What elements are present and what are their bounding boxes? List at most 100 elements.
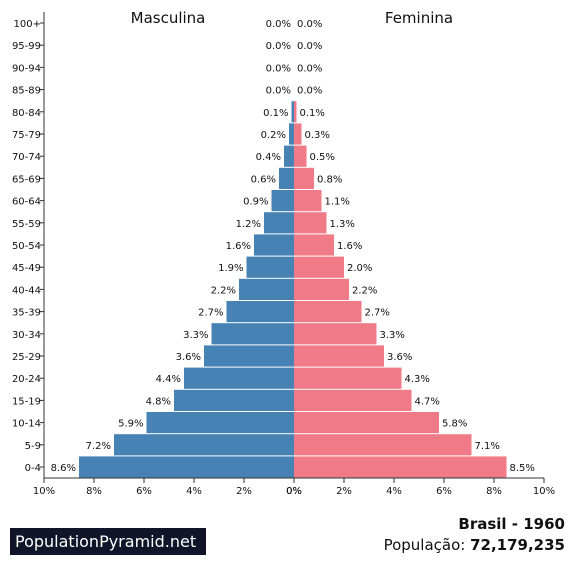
bar-male-15-19 [174, 389, 294, 411]
bar-female-20-24 [294, 367, 402, 389]
label-female-45-49: 2.0% [347, 263, 372, 274]
chart-info: Brasil - 1960 População: 72,179,235 [384, 514, 565, 556]
label-male-15-19: 4.8% [146, 396, 171, 407]
label-female-55-59: 1.3% [330, 219, 355, 230]
bar-female-35-39 [294, 301, 362, 323]
label-female-100+: 0.0% [297, 19, 322, 30]
x-tick-label-left: 8% [86, 486, 102, 497]
bar-male-55-59 [264, 212, 294, 234]
label-male-85-89: 0.0% [266, 86, 291, 97]
bar-female-50-54 [294, 234, 334, 256]
bar-male-50-54 [254, 234, 294, 256]
population-line: População: 72,179,235 [384, 534, 565, 556]
series-title-male: Masculina [131, 9, 206, 27]
label-male-65-69: 0.6% [251, 174, 276, 185]
age-label-45-49: 45-49 [12, 263, 41, 274]
bar-female-25-29 [294, 345, 384, 367]
label-male-45-49: 1.9% [218, 263, 243, 274]
bar-female-10-14 [294, 412, 439, 434]
label-male-40-44: 2.2% [211, 285, 236, 296]
label-male-35-39: 2.7% [198, 308, 223, 319]
age-label-0-4: 0-4 [25, 463, 41, 474]
x-tick-label-right: 8% [486, 486, 502, 497]
label-male-80-84: 0.1% [263, 108, 288, 119]
population-label: População: [383, 536, 466, 554]
bar-female-0-4 [294, 456, 507, 478]
label-female-25-29: 3.6% [387, 352, 412, 363]
bar-male-25-29 [204, 345, 294, 367]
x-tick-label-right: 4% [386, 486, 402, 497]
bar-female-60-64 [294, 190, 322, 212]
bar-male-70-74 [284, 145, 294, 167]
label-female-75-79: 0.3% [305, 130, 330, 141]
x-tick-label-right: 0% [286, 486, 302, 497]
label-female-5-9: 7.1% [475, 441, 500, 452]
age-label-35-39: 35-39 [12, 308, 41, 319]
label-male-50-54: 1.6% [226, 241, 251, 252]
bar-female-45-49 [294, 256, 344, 278]
country-year: Brasil - 1960 [458, 515, 565, 533]
x-tick-label-right: 10% [533, 486, 555, 497]
label-male-10-14: 5.9% [118, 419, 143, 430]
series-title-female: Feminina [385, 9, 453, 27]
label-female-60-64: 1.1% [325, 197, 350, 208]
label-male-100+: 0.0% [266, 19, 291, 30]
bar-male-30-34 [211, 323, 294, 345]
age-label-80-84: 80-84 [12, 108, 41, 119]
label-male-95-99: 0.0% [266, 41, 291, 52]
bar-female-80-84 [294, 101, 297, 123]
age-label-95-99: 95-99 [12, 41, 41, 52]
age-label-65-69: 65-69 [12, 174, 41, 185]
bar-male-0-4 [79, 456, 294, 478]
label-female-65-69: 0.8% [317, 174, 342, 185]
label-male-60-64: 0.9% [243, 197, 268, 208]
x-tick-label-left: 0% [286, 486, 302, 497]
age-label-55-59: 55-59 [12, 219, 41, 230]
x-tick-label-left: 2% [236, 486, 252, 497]
x-tick-label-left: 4% [186, 486, 202, 497]
label-female-0-4: 8.5% [510, 463, 535, 474]
brand-logo[interactable]: PopulationPyramid.net [10, 528, 206, 555]
x-tick-label-left: 6% [136, 486, 152, 497]
label-female-50-54: 1.6% [337, 241, 362, 252]
label-male-20-24: 4.4% [156, 374, 181, 385]
label-male-70-74: 0.4% [256, 152, 281, 163]
x-tick-label-left: 10% [33, 486, 55, 497]
bar-male-45-49 [246, 256, 294, 278]
bar-male-80-84 [291, 101, 294, 123]
bar-male-5-9 [114, 434, 294, 456]
label-male-25-29: 3.6% [176, 352, 201, 363]
age-label-15-19: 15-19 [12, 396, 41, 407]
label-male-55-59: 1.2% [236, 219, 261, 230]
bar-female-55-59 [294, 212, 327, 234]
label-female-10-14: 5.8% [442, 419, 467, 430]
label-male-5-9: 7.2% [86, 441, 111, 452]
label-male-0-4: 8.6% [51, 463, 76, 474]
age-label-5-9: 5-9 [25, 441, 41, 452]
bar-male-75-79 [289, 123, 294, 145]
age-label-10-14: 10-14 [12, 419, 41, 430]
age-label-40-44: 40-44 [12, 285, 41, 296]
label-female-70-74: 0.5% [310, 152, 335, 163]
population-value: 72,179,235 [470, 536, 565, 554]
bar-female-5-9 [294, 434, 472, 456]
bar-male-35-39 [226, 301, 294, 323]
bar-female-30-34 [294, 323, 377, 345]
bar-female-70-74 [294, 145, 307, 167]
age-label-70-74: 70-74 [12, 152, 41, 163]
age-label-90-94: 90-94 [12, 63, 41, 74]
age-label-20-24: 20-24 [12, 374, 41, 385]
age-label-75-79: 75-79 [12, 130, 41, 141]
label-female-40-44: 2.2% [352, 285, 377, 296]
x-tick-label-right: 2% [336, 486, 352, 497]
bar-male-40-44 [239, 278, 294, 300]
label-female-85-89: 0.0% [297, 86, 322, 97]
label-female-30-34: 3.3% [380, 330, 405, 341]
age-label-60-64: 60-64 [12, 197, 41, 208]
label-female-15-19: 4.7% [415, 396, 440, 407]
population-pyramid-chart: Masculina Feminina 8.6% 8.5% 0-4 7.2% 7.1% 5-9 5… [12, 9, 555, 497]
label-male-90-94: 0.0% [266, 63, 291, 74]
bar-male-65-69 [279, 167, 294, 189]
age-label-85-89: 85-89 [12, 86, 41, 97]
label-male-30-34: 3.3% [183, 330, 208, 341]
